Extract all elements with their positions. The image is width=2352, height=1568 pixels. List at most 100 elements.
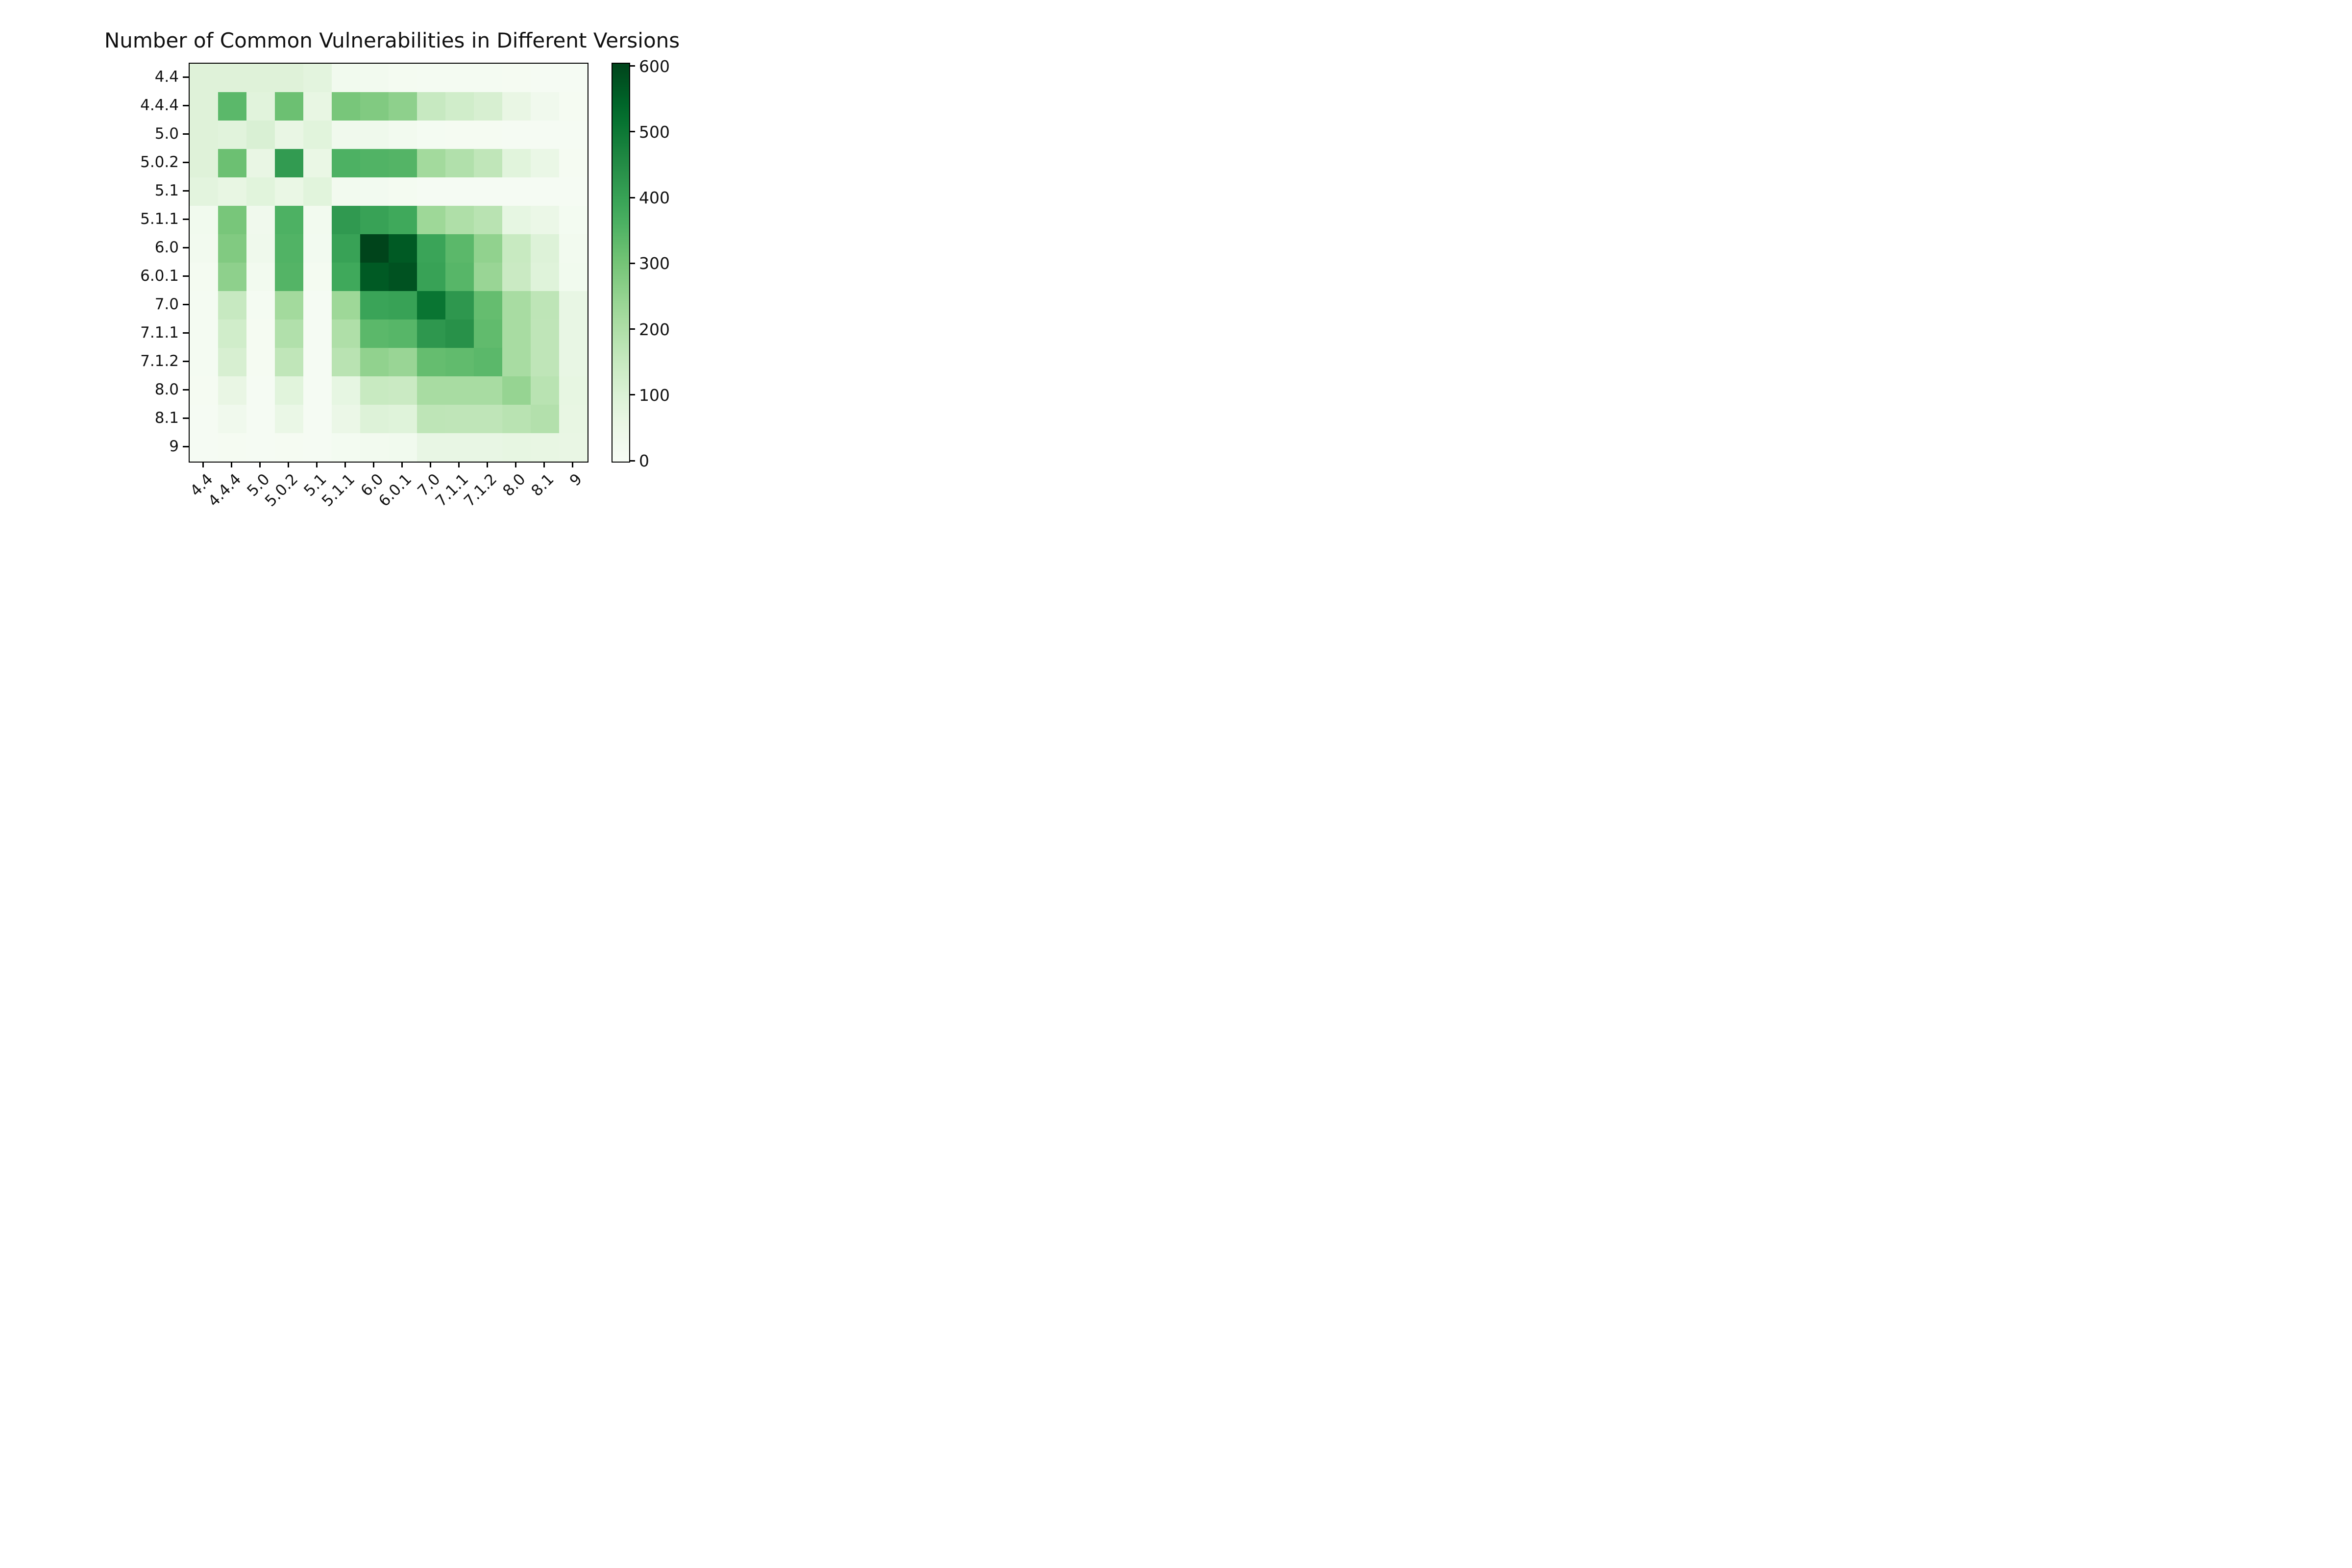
heatmap-cell <box>502 121 531 149</box>
x-tick-label: 9 <box>566 470 586 490</box>
heatmap-cell <box>190 376 218 405</box>
heatmap-cell <box>502 149 531 177</box>
heatmap-cell <box>445 348 474 376</box>
heatmap-cell <box>474 64 502 92</box>
x-tick-label: 8.0 <box>499 470 529 500</box>
heatmap-cell <box>275 263 303 291</box>
heatmap-cell <box>190 433 218 462</box>
heatmap-cell <box>559 263 588 291</box>
heatmap-cell <box>502 348 531 376</box>
heatmap-cell <box>531 149 559 177</box>
heatmap-cell <box>502 376 531 405</box>
heatmap-cell <box>332 206 360 234</box>
y-tick-label: 4.4.4 <box>140 97 179 114</box>
heatmap-cell <box>360 433 389 462</box>
heatmap-cell <box>531 319 559 348</box>
tick-mark <box>458 462 460 467</box>
tick-mark <box>183 76 189 78</box>
x-tick-label: 7.1.2 <box>461 470 501 511</box>
heatmap-cell <box>303 64 332 92</box>
colorbar-tick-label: 0 <box>639 451 649 470</box>
heatmap-cell <box>389 433 417 462</box>
heatmap-cell <box>218 348 246 376</box>
heatmap-cell <box>275 348 303 376</box>
heatmap-cell <box>445 149 474 177</box>
heatmap-cell <box>246 121 275 149</box>
y-tick-label: 5.1 <box>154 182 179 199</box>
y-tick-label: 5.0 <box>154 125 179 143</box>
heatmap-cell <box>445 121 474 149</box>
heatmap-cell <box>531 121 559 149</box>
tick-mark <box>183 303 189 305</box>
heatmap-cell <box>218 319 246 348</box>
heatmap-cell <box>389 121 417 149</box>
tick-mark <box>571 462 573 467</box>
heatmap-cell <box>246 206 275 234</box>
tick-mark <box>183 246 189 248</box>
heatmap-cell <box>389 234 417 263</box>
heatmap-plot <box>189 63 588 463</box>
heatmap-cell <box>417 263 445 291</box>
y-tick-label: 8.1 <box>154 409 179 427</box>
tick-mark <box>287 462 289 467</box>
tick-mark <box>183 360 189 362</box>
heatmap-cell <box>417 149 445 177</box>
x-tick-label: 6.0.1 <box>375 470 416 511</box>
heatmap-cell <box>303 177 332 206</box>
heatmap-cell <box>417 376 445 405</box>
heatmap-cell <box>445 177 474 206</box>
heatmap-cell <box>360 376 389 405</box>
tick-mark <box>183 161 189 163</box>
heatmap-cell <box>303 319 332 348</box>
heatmap-cell <box>559 121 588 149</box>
heatmap-cell <box>474 405 502 433</box>
heatmap-cell <box>502 64 531 92</box>
y-tick-label: 5.0.2 <box>140 153 179 171</box>
heatmap-cell <box>275 376 303 405</box>
heatmap-cell <box>502 206 531 234</box>
heatmap-cell <box>445 319 474 348</box>
heatmap-cell <box>360 291 389 319</box>
heatmap-cell <box>445 234 474 263</box>
heatmap-cell <box>218 92 246 121</box>
heatmap-cell <box>531 348 559 376</box>
heatmap-cell <box>332 234 360 263</box>
heatmap-cell <box>303 405 332 433</box>
heatmap-cell <box>360 234 389 263</box>
colorbar-tick-label: 300 <box>639 254 670 273</box>
heatmap-cell <box>360 177 389 206</box>
heatmap-cell <box>303 92 332 121</box>
heatmap-cell <box>474 206 502 234</box>
tick-mark <box>183 133 189 135</box>
heatmap-cell <box>190 319 218 348</box>
heatmap-cell <box>417 433 445 462</box>
tick-mark <box>344 462 346 467</box>
heatmap-cell <box>332 291 360 319</box>
tick-mark <box>629 328 635 330</box>
heatmap-cell <box>502 291 531 319</box>
heatmap-cell <box>190 348 218 376</box>
heatmap-cell <box>218 234 246 263</box>
heatmap-cell <box>332 177 360 206</box>
heatmap-cell <box>417 177 445 206</box>
colorbar-tick-label: 500 <box>639 122 670 142</box>
heatmap-cell <box>502 92 531 121</box>
x-tick-label: 7.1.1 <box>432 470 472 511</box>
heatmap-cell <box>559 319 588 348</box>
heatmap-cell <box>417 405 445 433</box>
heatmap-cell <box>417 291 445 319</box>
heatmap-cell <box>218 291 246 319</box>
heatmap-cell <box>303 263 332 291</box>
tick-mark <box>629 460 635 462</box>
heatmap-cell <box>445 405 474 433</box>
tick-mark <box>629 394 635 396</box>
heatmap-cell <box>531 206 559 234</box>
heatmap-cell <box>190 149 218 177</box>
heatmap-cell <box>218 121 246 149</box>
heatmap-cell <box>218 405 246 433</box>
heatmap-cell <box>389 177 417 206</box>
y-tick-label: 8.0 <box>154 381 179 398</box>
heatmap-cell <box>275 405 303 433</box>
heatmap-cell <box>218 263 246 291</box>
heatmap-cell <box>360 64 389 92</box>
